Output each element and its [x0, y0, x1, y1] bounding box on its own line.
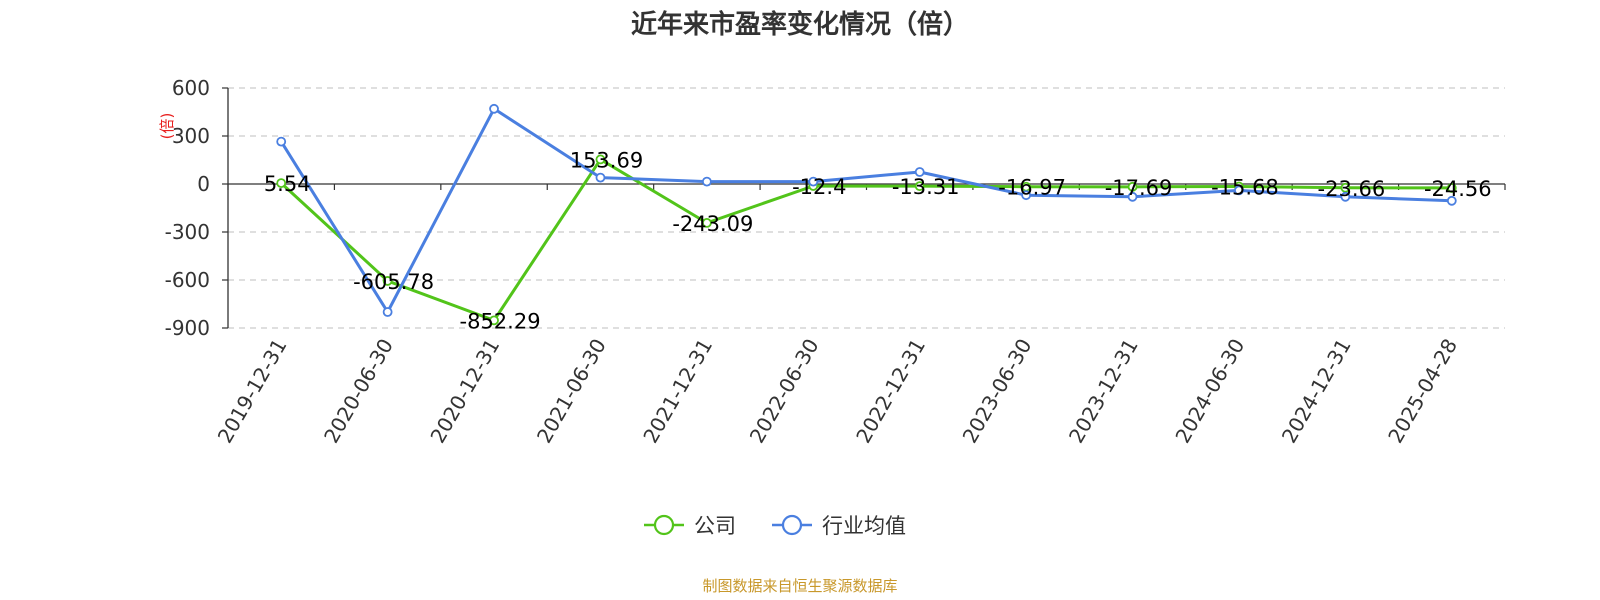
data-point: [1021, 190, 1032, 201]
x-tick-label: 2021-06-30: [532, 335, 611, 448]
data-point: [1127, 181, 1138, 192]
data-point: [1127, 191, 1138, 202]
data-label: -605.78: [353, 270, 434, 294]
x-tick-label: 2023-12-31: [1064, 335, 1143, 448]
data-point: [276, 136, 287, 147]
data-label: 153.69: [570, 148, 643, 172]
x-tick-label: 2024-12-31: [1277, 335, 1356, 448]
data-label: -17.69: [1105, 176, 1173, 200]
x-tick-label: 2020-12-31: [425, 334, 504, 447]
y-tick-label: 600: [172, 76, 210, 100]
y-axis-label: (倍): [158, 113, 176, 140]
data-label: -23.66: [1318, 177, 1386, 201]
legend-marker: [781, 514, 803, 536]
y-tick-label: -300: [165, 220, 210, 244]
gridlines: [228, 87, 1505, 329]
data-point: [489, 315, 499, 326]
legend[interactable]: 公司 行业均值: [644, 514, 906, 538]
legend-item-0[interactable]: 公司: [644, 514, 736, 538]
x-tick-label: 2024-06-30: [1170, 335, 1249, 448]
data-label: -243.09: [672, 212, 753, 236]
data-labels: 5.54 -605.78 -852.29 153.69 -243.09 -12.4 -13.…: [264, 148, 1492, 333]
data-label: -852.29: [460, 309, 541, 333]
x-tick-label: 2021-12-31: [638, 335, 717, 448]
data-point: [382, 276, 393, 286]
x-tick-label: 2023-06-30: [958, 335, 1037, 448]
data-point: [1234, 185, 1244, 196]
y-tick-label: 300: [172, 124, 210, 148]
data-point: [914, 181, 925, 192]
data-point: [595, 154, 606, 165]
series-lines: [276, 103, 1457, 326]
data-label: 5.54: [264, 172, 311, 196]
data-point: [1446, 183, 1457, 193]
y-tick-label: -600: [165, 268, 210, 292]
x-tick-label: 2022-06-30: [745, 335, 824, 448]
x-tick-label: 2019-12-31: [213, 335, 292, 448]
data-point: [1340, 191, 1351, 202]
data-point: [1446, 195, 1457, 206]
legend-label: 公司: [694, 514, 736, 538]
series-line-1: [279, 107, 1452, 314]
x-tick-label: 2025-04-28: [1383, 335, 1462, 448]
data-point: [276, 178, 287, 189]
source-note: 制图数据来自恒生聚源数据库: [702, 577, 897, 595]
data-label: -15.68: [1211, 176, 1279, 200]
data-point: [808, 176, 819, 187]
axes: [222, 87, 1506, 329]
data-label: -24.56: [1424, 177, 1492, 201]
x-tick-label: 2020-06-30: [319, 335, 398, 448]
legend-marker: [653, 514, 675, 536]
data-label: -16.97: [998, 176, 1066, 200]
chart-title: 近年来市盈率变化情况（倍）: [631, 9, 969, 40]
data-point: [701, 176, 712, 187]
y-tick-label: -900: [165, 316, 210, 340]
data-point: [701, 217, 712, 228]
legend-item-1[interactable]: 行业均值: [772, 514, 906, 538]
data-label: -13.31: [892, 175, 960, 199]
legend-label: 行业均值: [822, 514, 906, 538]
data-point: [489, 103, 499, 114]
data-point: [595, 172, 606, 183]
data-label: -12.4: [792, 175, 846, 199]
data-point: [1340, 182, 1351, 193]
data-point: [382, 307, 393, 317]
x-tick-label: 2022-12-31: [851, 334, 930, 447]
y-tick-label: 0: [197, 172, 210, 196]
y-tick-labels: 600 300 0 -300 -600 -900: [165, 76, 210, 340]
x-tick-labels: 2019-12-31 2020-06-30 2020-12-31 2021-06-30…: [213, 334, 1462, 447]
data-point: [914, 167, 925, 177]
series-line-0: [280, 157, 1452, 322]
